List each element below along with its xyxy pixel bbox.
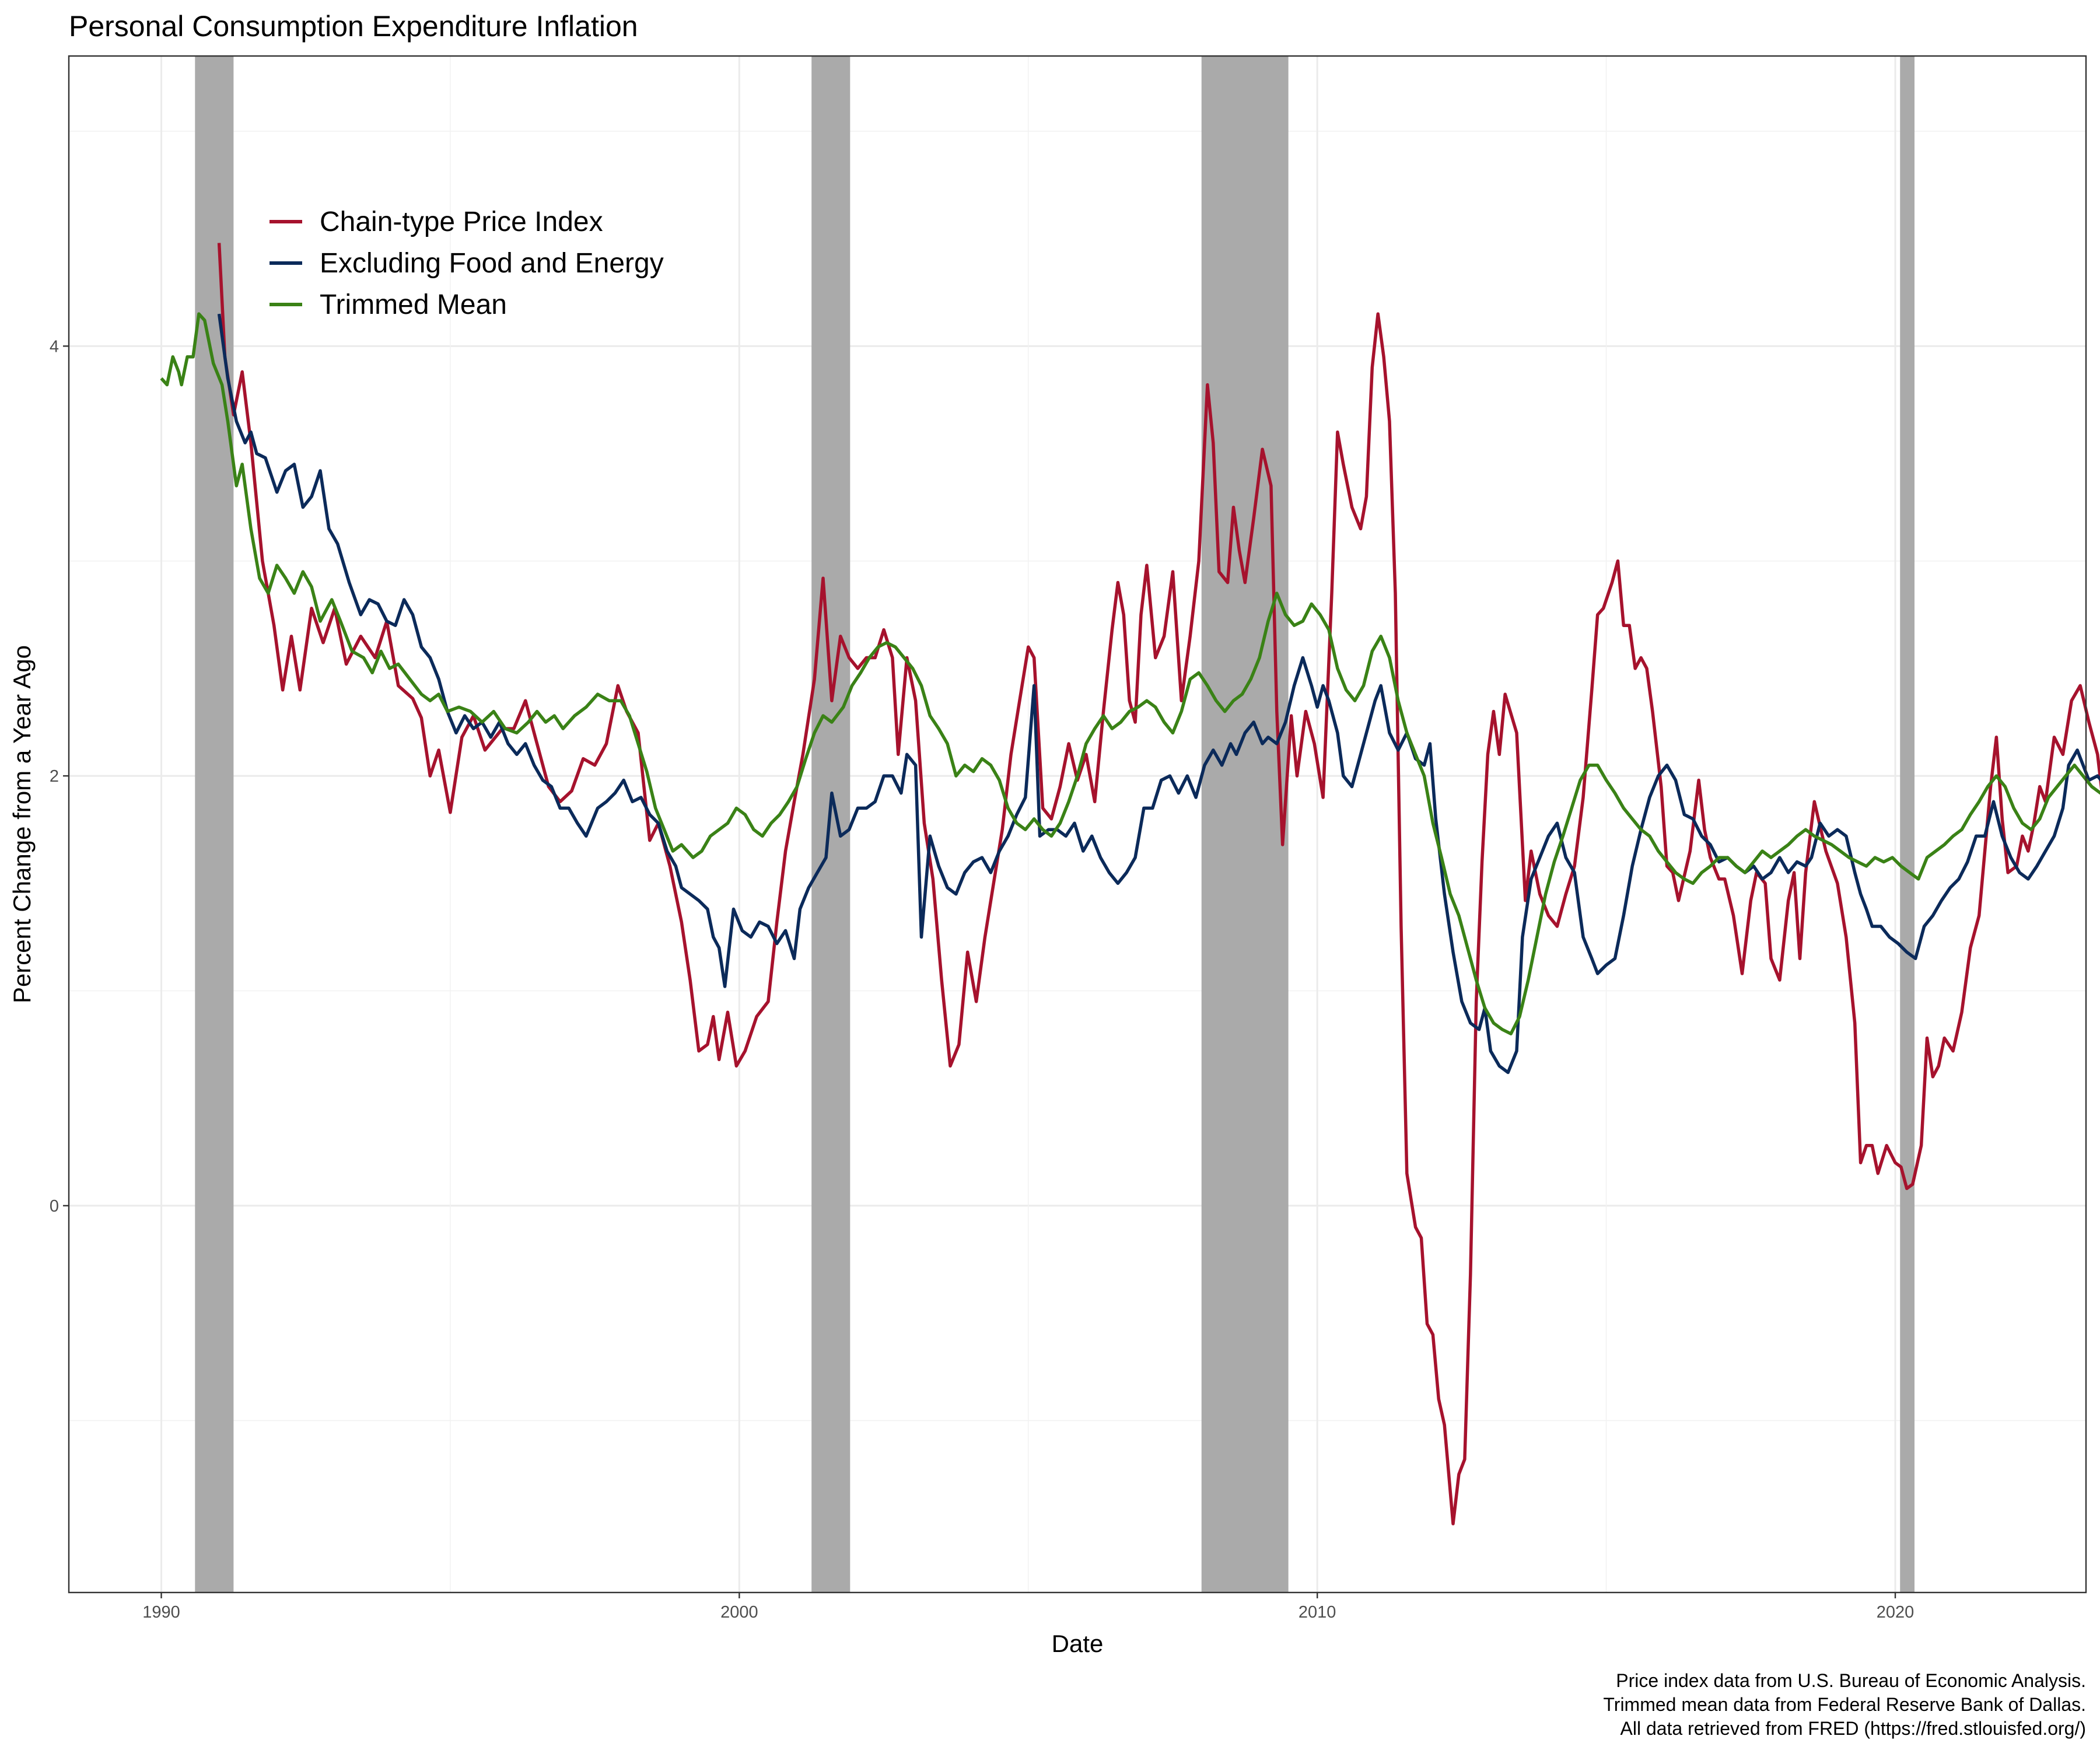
series-line	[217, 313, 2100, 1074]
x-axis-title: Date	[1052, 1630, 1104, 1657]
legend-label: Trimmed Mean	[320, 289, 507, 320]
y-tick-label: 4	[50, 337, 59, 356]
recession-band	[1900, 56, 1915, 1592]
legend: Chain-type Price Index Excluding Food and…	[270, 206, 664, 320]
series-lines	[160, 243, 2100, 1525]
legend-label: Chain-type Price Index	[320, 206, 603, 237]
grid	[69, 56, 2086, 1592]
y-tick-label: 2	[50, 767, 59, 786]
x-tick-label: 2020	[1877, 1603, 1915, 1622]
x-tick-label: 2010	[1298, 1603, 1336, 1622]
x-tick-label: 2000	[720, 1603, 758, 1622]
x-tick-label: 1990	[142, 1603, 180, 1622]
caption-line-3: All data retrieved from FRED (https://fr…	[1620, 1718, 2086, 1739]
series-line	[160, 312, 2100, 1035]
caption-line-2: Trimmed mean data from Federal Reserve B…	[1603, 1694, 2086, 1715]
recession-band	[811, 56, 850, 1592]
recession-band	[1201, 56, 1289, 1592]
legend-label: Excluding Food and Energy	[320, 248, 664, 279]
recession-band	[195, 56, 234, 1592]
y-axis-title: Percent Change from a Year Ago	[8, 645, 36, 1003]
chart-title: Personal Consumption Expenditure Inflati…	[69, 10, 638, 43]
y-axis-ticks: 0 2 4	[50, 337, 69, 1216]
x-axis-ticks: 1990 2000 2010 2020	[142, 1592, 1914, 1622]
recession-shading	[195, 56, 1915, 1592]
plot-panel-border	[68, 55, 2087, 1594]
caption-line-1: Price index data from U.S. Bureau of Eco…	[1616, 1670, 2086, 1691]
y-tick-label: 0	[50, 1197, 59, 1216]
